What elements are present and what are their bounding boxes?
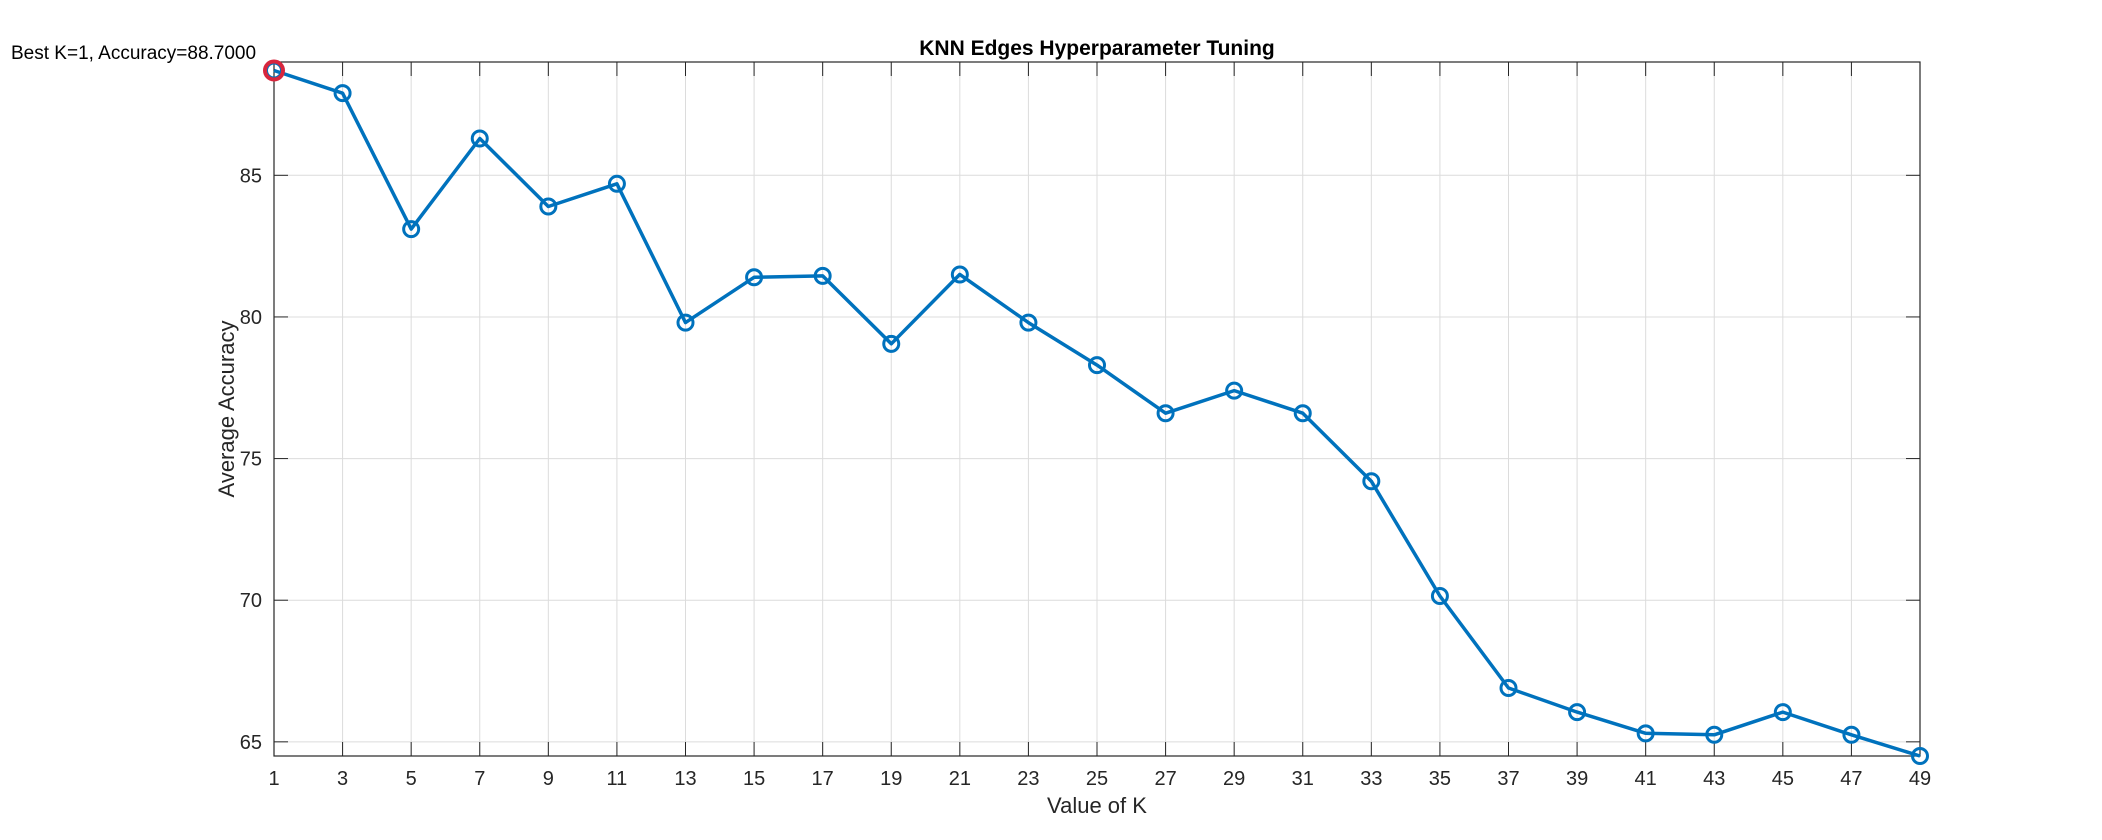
- x-tick-label: 5: [406, 768, 417, 790]
- y-axis-label: Average Accuracy: [214, 321, 239, 498]
- x-tick-label: 3: [337, 768, 348, 790]
- data-point-marker: [1911, 747, 1929, 765]
- x-tick-label: 31: [1292, 768, 1314, 790]
- series-line: [273, 68, 1921, 758]
- data-point-marker: [539, 197, 558, 216]
- y-tick-labels: 65 70 75 80 85: [240, 165, 262, 754]
- data-point-marker: [1156, 404, 1175, 423]
- data-point-marker: [676, 313, 695, 332]
- best-k-annotation: Best K=1, Accuracy=88.7000: [11, 43, 256, 64]
- x-tick-label: 39: [1566, 768, 1588, 790]
- best-k-marker: [263, 59, 285, 82]
- x-tick-label: 1: [268, 768, 279, 790]
- data-point-marker: [1636, 724, 1655, 743]
- x-tick-label: 17: [812, 768, 834, 790]
- data-point-marker: [333, 84, 352, 103]
- data-point-marker: [1088, 356, 1106, 375]
- data-point-marker: [402, 220, 421, 239]
- data-point-marker: [882, 334, 901, 353]
- data-point-marker: [1499, 679, 1518, 698]
- x-tick-label: 21: [949, 768, 971, 790]
- x-tick-label: 15: [743, 768, 765, 790]
- data-point-marker: [950, 265, 969, 284]
- data-point-marker: [1705, 725, 1724, 744]
- y-tick-label: 70: [240, 590, 262, 612]
- data-point-marker: [1019, 313, 1038, 332]
- data-point-marker: [1293, 404, 1312, 423]
- x-tick-label: 35: [1429, 768, 1451, 790]
- data-point-marker: [1225, 381, 1244, 400]
- x-tick-label: 49: [1909, 768, 1931, 790]
- x-tick-labels: 1 3 5 7 9 11 13 15 17 19 21 23 25 27 29 31 33 35 37 39 41 43 4…: [268, 768, 1931, 790]
- data-point-marker: [607, 174, 626, 193]
- data-point-marker: [470, 129, 489, 148]
- x-tick-label: 19: [880, 768, 902, 790]
- x-tick-label: 45: [1772, 768, 1794, 790]
- x-tick-label: 37: [1497, 768, 1519, 790]
- y-tick-label: 75: [240, 449, 262, 471]
- data-point-marker: [1773, 703, 1792, 722]
- x-tick-label: 9: [543, 768, 554, 790]
- x-tick-label: 41: [1635, 768, 1657, 790]
- series-layer: [265, 61, 1929, 765]
- x-tick-label: 47: [1840, 768, 1862, 790]
- highlight-layer: [263, 59, 285, 82]
- chart-title: KNN Edges Hyperparameter Tuning: [919, 37, 1275, 60]
- x-tick-label: 33: [1360, 768, 1382, 790]
- data-point-marker: [1842, 725, 1861, 744]
- x-tick-label: 23: [1017, 768, 1039, 790]
- data-point-marker: [1430, 586, 1449, 605]
- data-point-marker: [1362, 472, 1381, 491]
- x-tick-label: 43: [1703, 768, 1725, 790]
- x-tick-label: 25: [1086, 768, 1108, 790]
- y-tick-label: 80: [240, 307, 262, 329]
- x-tick-label: 29: [1223, 768, 1245, 790]
- data-point-marker: [813, 266, 832, 285]
- data-point-marker: [1568, 703, 1587, 722]
- x-axis-label: Value of K: [1047, 793, 1147, 818]
- data-point-marker: [745, 268, 764, 287]
- x-tick-label: 11: [607, 768, 628, 790]
- x-tick-label: 13: [674, 768, 696, 790]
- x-tick-label: 27: [1154, 768, 1176, 790]
- plot-border: [273, 61, 1921, 757]
- y-tick-label: 85: [240, 165, 262, 187]
- x-tick-label: 7: [474, 768, 485, 790]
- y-tick-label: 65: [240, 732, 262, 754]
